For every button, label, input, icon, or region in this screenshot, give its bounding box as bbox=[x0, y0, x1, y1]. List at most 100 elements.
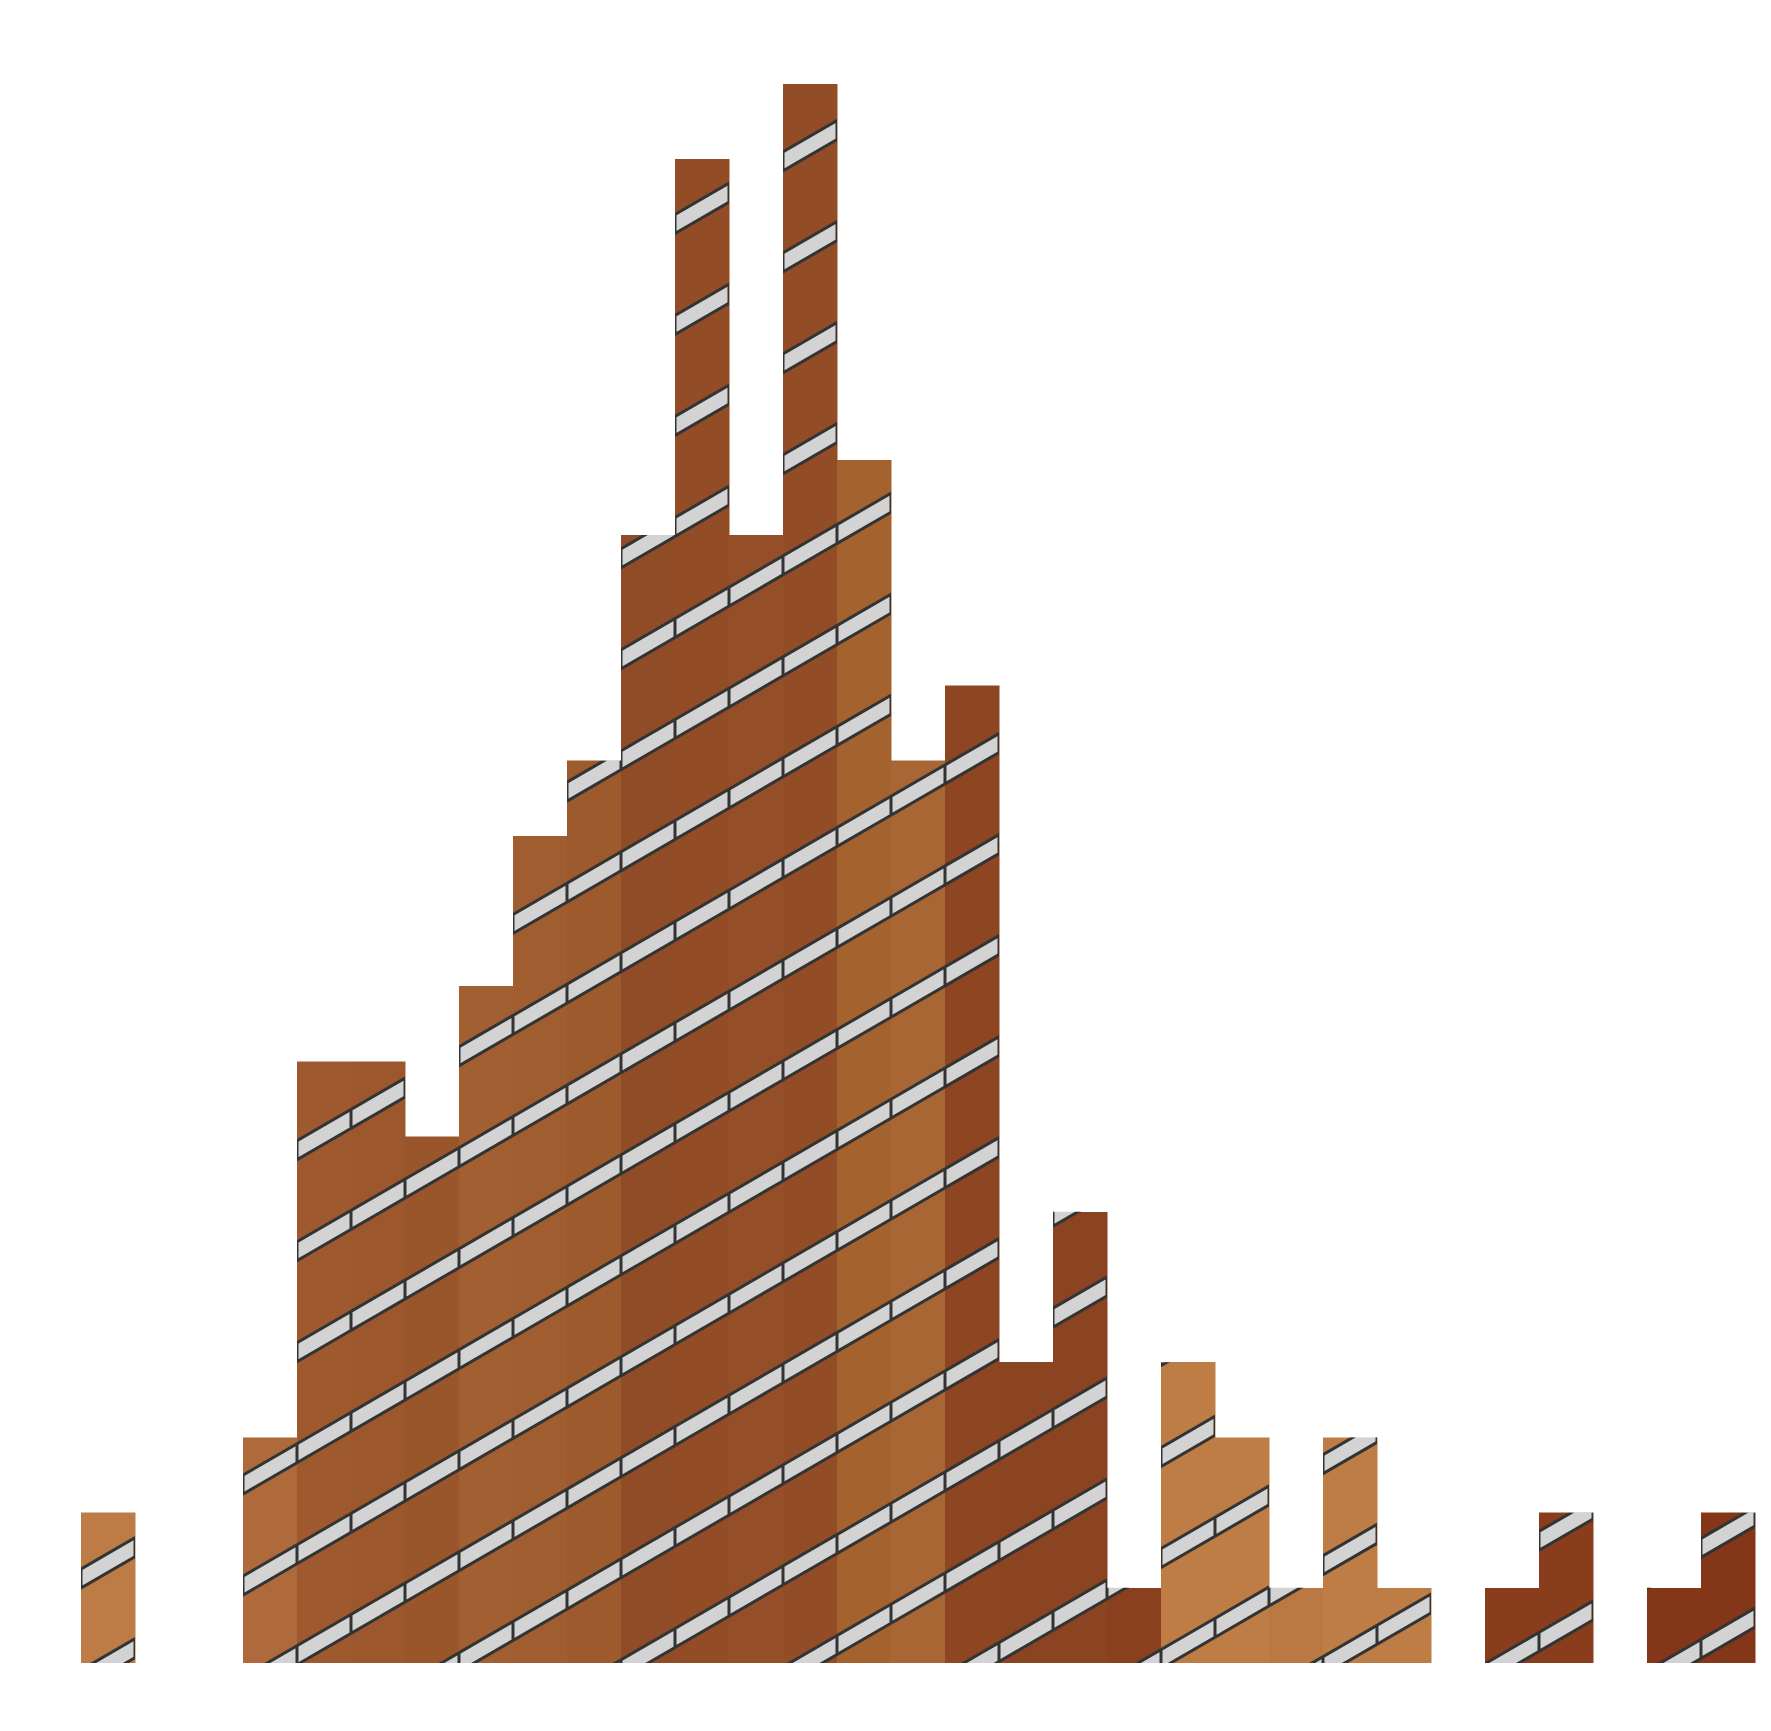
hatch-stripe bbox=[405, 1146, 459, 1200]
hatch-stripe bbox=[297, 1208, 351, 1263]
bar-hatch-pattern bbox=[891, 763, 945, 1625]
hatch-stripe bbox=[405, 1247, 459, 1301]
hatch-stripe bbox=[405, 1550, 459, 1604]
histogram-bar bbox=[675, 159, 730, 1663]
hatch-stripe bbox=[1323, 1623, 1377, 1664]
hatch-stripe bbox=[837, 1097, 891, 1152]
hatch-stripe bbox=[405, 1449, 459, 1503]
histogram-bar bbox=[297, 1061, 352, 1663]
histogram-bar bbox=[891, 760, 946, 1663]
hatch-stripe bbox=[621, 617, 675, 671]
hatch-stripe bbox=[459, 1013, 513, 1068]
hatch-stripe bbox=[1539, 1599, 1593, 1653]
bar-hatch-pattern bbox=[351, 1076, 405, 1635]
hatch-stripe bbox=[1323, 1522, 1377, 1577]
hatch-stripe bbox=[999, 1508, 1053, 1563]
hatch-stripe bbox=[945, 1540, 999, 1594]
hatch-stripe bbox=[837, 693, 891, 748]
hatch-stripe bbox=[837, 1299, 891, 1354]
hatch-stripe bbox=[1657, 1637, 1701, 1664]
bar-hatch-pattern bbox=[81, 1536, 135, 1663]
bar-hatch-pattern bbox=[999, 1407, 1053, 1663]
histogram-bar bbox=[1701, 1512, 1756, 1663]
hatch-stripe bbox=[891, 965, 945, 1019]
bar-rect bbox=[1107, 1587, 1162, 1663]
hatch-stripe bbox=[567, 1557, 621, 1611]
hatch-stripe bbox=[675, 484, 729, 538]
hatch-stripe bbox=[837, 996, 891, 1051]
histogram-bar bbox=[1539, 1512, 1594, 1663]
hatch-stripe bbox=[351, 1177, 405, 1231]
histogram-bar bbox=[459, 986, 514, 1663]
hatch-stripe bbox=[675, 1191, 729, 1245]
hatch-stripe bbox=[567, 1355, 621, 1409]
hatch-stripe bbox=[513, 1588, 567, 1642]
histogram-bar bbox=[243, 1437, 298, 1664]
hatch-stripe bbox=[945, 1035, 999, 1089]
hatch-stripe bbox=[729, 554, 783, 608]
hatch-stripe bbox=[999, 1407, 1053, 1462]
histogram-bar bbox=[1215, 1437, 1270, 1663]
histogram-bar bbox=[1161, 1362, 1216, 1663]
hatch-stripe bbox=[729, 1160, 783, 1214]
hatch-stripe bbox=[675, 1393, 729, 1447]
hatch-stripe bbox=[729, 756, 783, 810]
bar-hatch-pattern bbox=[297, 1107, 351, 1663]
hatch-stripe bbox=[243, 1543, 297, 1597]
histogram-bar bbox=[729, 535, 784, 1663]
hatch-stripe bbox=[621, 920, 675, 974]
hatch-stripe bbox=[675, 1090, 729, 1144]
hatch-stripe bbox=[297, 1410, 351, 1465]
bar-hatch-pattern bbox=[405, 1146, 459, 1663]
bar-hatch-pattern bbox=[1107, 1587, 1161, 1664]
hatch-stripe bbox=[837, 592, 891, 647]
hatch-stripe bbox=[567, 850, 621, 904]
hatch-stripe bbox=[675, 383, 729, 437]
hatch-stripe bbox=[513, 1184, 567, 1238]
hatch-stripe bbox=[945, 1237, 999, 1291]
hatch-stripe bbox=[783, 624, 837, 678]
bar-hatch-pattern bbox=[729, 554, 783, 1618]
hatch-stripe bbox=[621, 1324, 675, 1378]
histogram-bar bbox=[999, 1362, 1054, 1663]
hatch-stripe bbox=[1215, 1484, 1269, 1538]
hatch-stripe bbox=[891, 1268, 945, 1322]
bar-hatch-pattern bbox=[513, 881, 567, 1642]
hatch-stripe bbox=[351, 1278, 405, 1332]
hatch-stripe bbox=[675, 181, 729, 235]
hatch-stripe bbox=[513, 1386, 567, 1440]
hatch-stripe bbox=[891, 1369, 945, 1423]
bar-hatch-pattern bbox=[459, 1013, 513, 1663]
hatch-stripe bbox=[297, 1511, 351, 1566]
histogram-bar bbox=[405, 1136, 460, 1663]
hatch-stripe bbox=[612, 1658, 621, 1663]
hatch-stripe bbox=[459, 1316, 513, 1371]
bar-hatch-pattern bbox=[1539, 1512, 1593, 1653]
hatch-stripe bbox=[1647, 1587, 1652, 1591]
hatch-stripe bbox=[675, 888, 729, 942]
hatch-stripe bbox=[675, 585, 729, 639]
hatch-stripe bbox=[891, 1470, 945, 1524]
hatch-stripe bbox=[837, 1501, 891, 1556]
histogram-bar bbox=[1647, 1587, 1702, 1664]
hatch-stripe bbox=[891, 864, 945, 918]
hatch-stripe bbox=[567, 1153, 621, 1207]
hatch-stripe bbox=[1539, 1512, 1593, 1552]
hatch-stripe bbox=[1161, 1616, 1215, 1663]
hatch-stripe bbox=[405, 1348, 459, 1402]
hatch-stripe bbox=[513, 982, 567, 1036]
hatch-stripe bbox=[891, 1167, 945, 1221]
bar-hatch-pattern bbox=[1647, 1587, 1701, 1664]
hatch-stripe bbox=[729, 1362, 783, 1416]
hatch-stripe bbox=[567, 1052, 621, 1106]
hatch-stripe bbox=[891, 763, 945, 817]
hatch-stripe bbox=[621, 535, 675, 570]
hatch-stripe bbox=[1053, 1376, 1107, 1430]
hatch-stripe bbox=[783, 927, 837, 981]
hatch-stripe bbox=[513, 1487, 567, 1541]
histogram-bar bbox=[783, 83, 838, 1663]
hatch-stripe bbox=[297, 1309, 351, 1364]
hatch-stripe bbox=[1053, 1578, 1107, 1632]
hatch-stripe bbox=[729, 958, 783, 1012]
hatch-stripe bbox=[1269, 1587, 1304, 1608]
